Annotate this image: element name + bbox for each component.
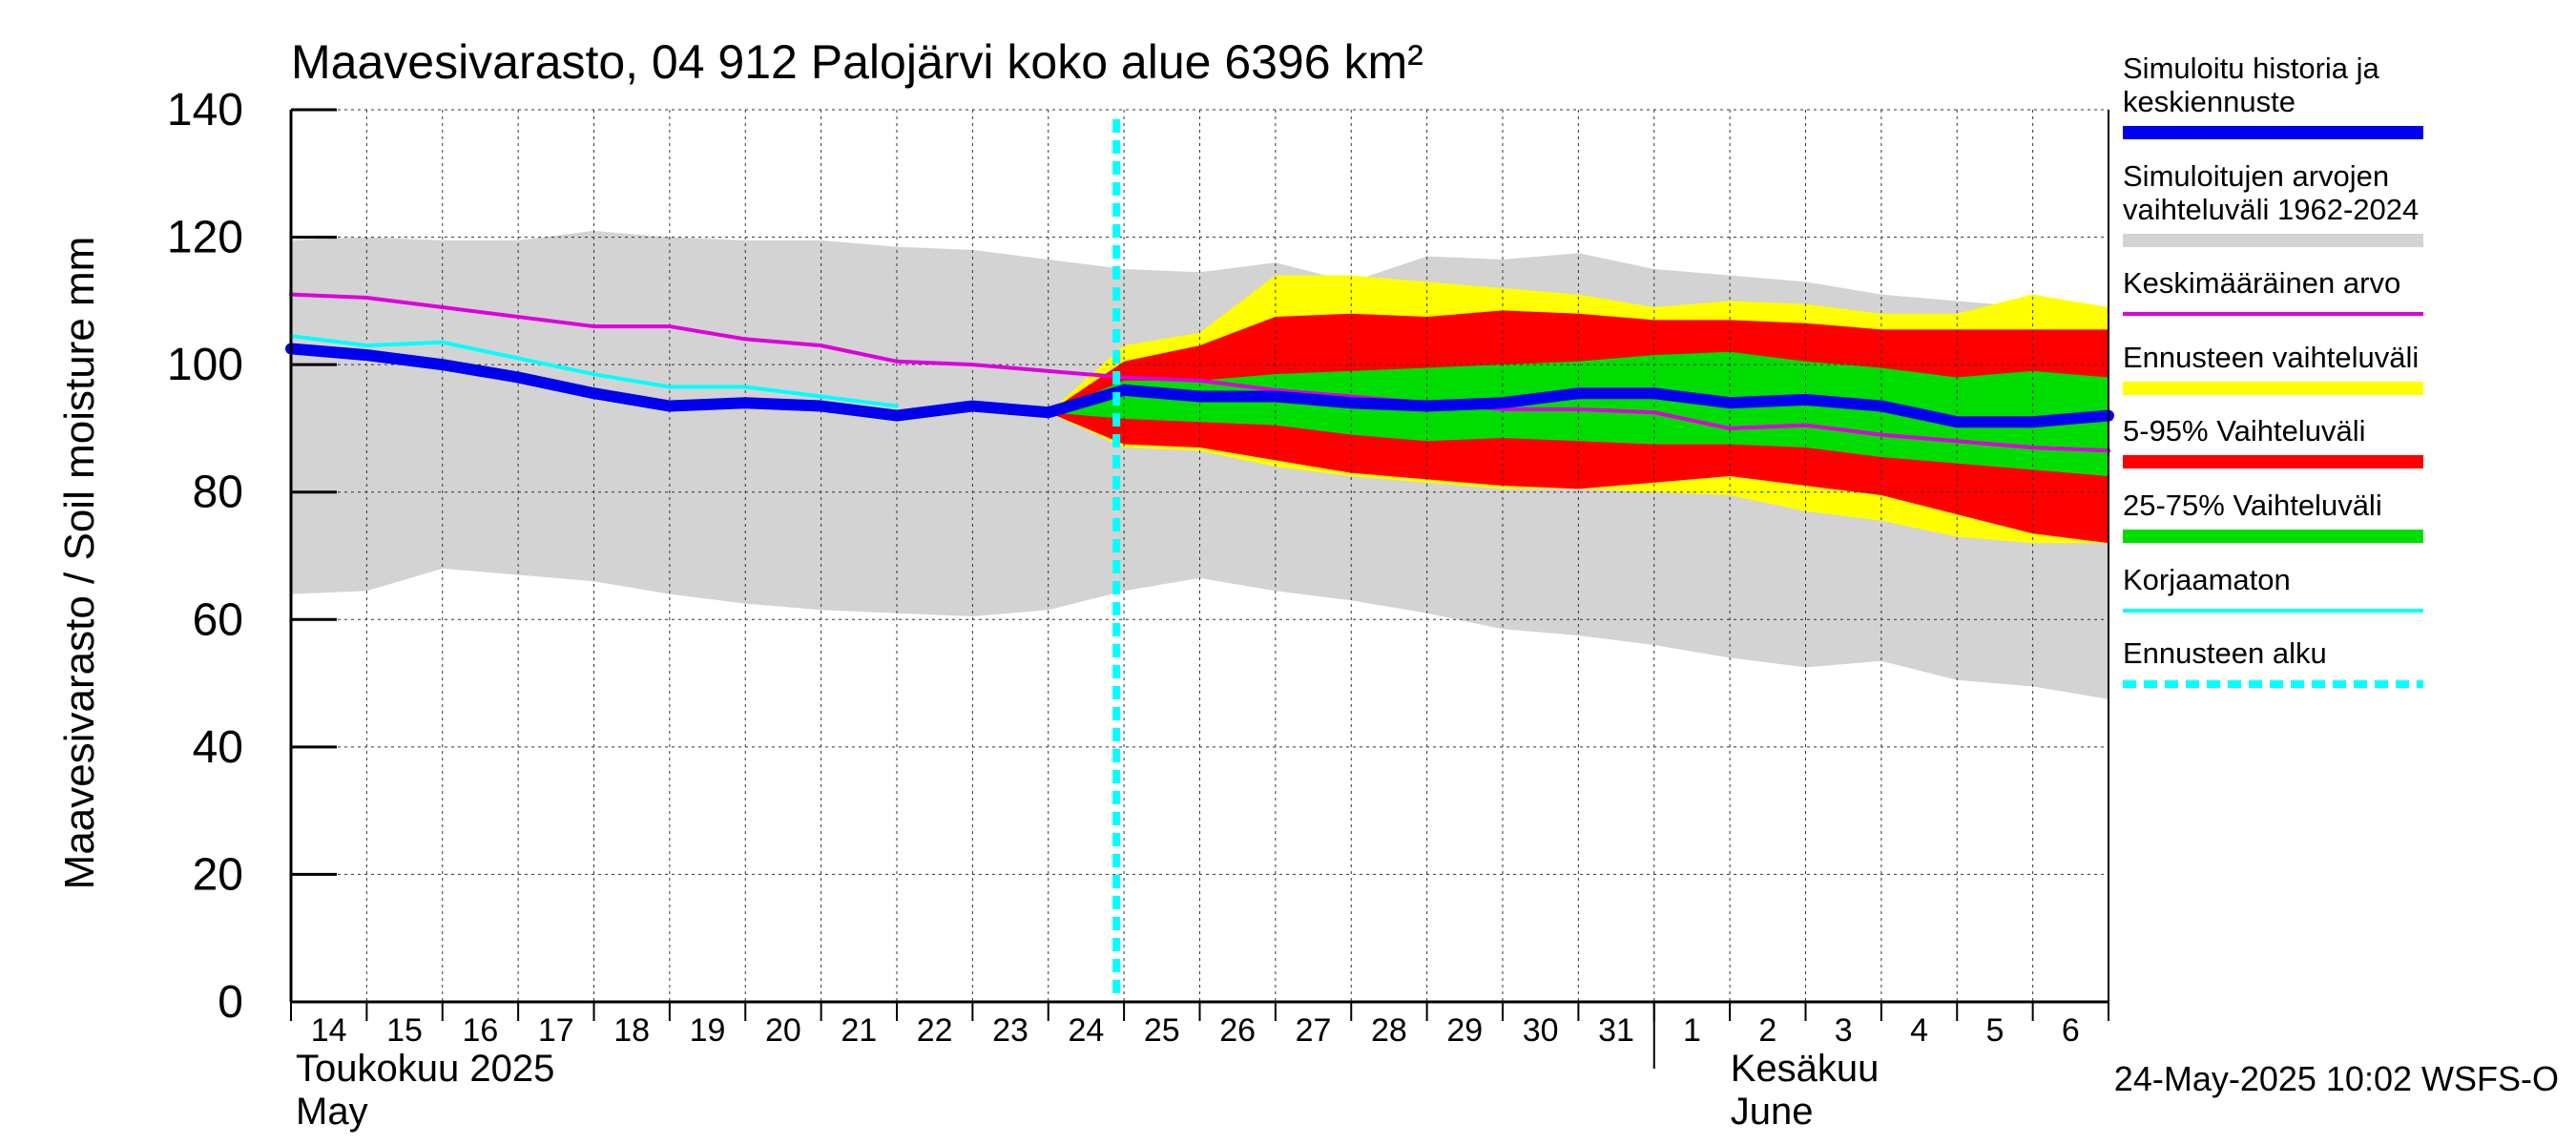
x-tick-label: 27 xyxy=(1296,1012,1332,1049)
x-tick-label: 15 xyxy=(386,1012,423,1049)
legend-entry: Keskimääräinen arvo xyxy=(2123,266,2423,316)
x-tick-label: 20 xyxy=(765,1012,801,1049)
legend-entry: 25-75% Vaihteluväli xyxy=(2123,489,2423,543)
x-tick-label: 28 xyxy=(1371,1012,1407,1049)
legend-label: 25-75% Vaihteluväli xyxy=(2123,489,2382,522)
month-label-en: June xyxy=(1731,1091,1814,1133)
series-6-main-line xyxy=(285,343,2114,428)
legend-entry: Korjaamaton xyxy=(2123,563,2423,613)
x-tick-label: 3 xyxy=(1835,1012,1853,1049)
month-label-fi: Toukokuu 2025 xyxy=(296,1048,554,1090)
x-tick-label: 26 xyxy=(1219,1012,1256,1049)
legend-label: vaihteluväli 1962-2024 xyxy=(2123,193,2419,226)
footer-timestamp: 24-May-2025 10:02 WSFS-O xyxy=(2114,1059,2559,1098)
legend-label: 5-95% Vaihteluväli xyxy=(2123,414,2365,448)
y-tick-label: 60 xyxy=(193,594,243,645)
x-tick-label: 16 xyxy=(463,1012,499,1049)
x-tick-label: 4 xyxy=(1910,1012,1928,1049)
y-tick-label: 100 xyxy=(167,340,243,390)
legend-label: Simuloitu historia ja xyxy=(2123,52,2380,85)
y-tick-label: 20 xyxy=(193,849,243,900)
legend-label: Ennusteen alku xyxy=(2123,636,2327,670)
legend-entry: Ennusteen alku xyxy=(2123,636,2423,688)
x-tick-label: 2 xyxy=(1758,1012,1776,1049)
x-tick-label: 30 xyxy=(1523,1012,1559,1049)
x-tick-label: 29 xyxy=(1446,1012,1483,1049)
y-tick-label: 0 xyxy=(218,977,243,1028)
x-tick-label: 21 xyxy=(841,1012,877,1049)
x-tick-label: 22 xyxy=(917,1012,953,1049)
legend-label: Ennusteen vaihteluväli xyxy=(2123,341,2419,374)
series-5-line xyxy=(289,334,899,408)
x-tick-label: 23 xyxy=(992,1012,1028,1049)
chart-title: Maavesivarasto, 04 912 Palojärvi koko al… xyxy=(291,35,1423,89)
series-3-forecast-band xyxy=(1048,351,2109,477)
legend-entry: 5-95% Vaihteluväli xyxy=(2123,414,2423,468)
legend-label: Korjaamaton xyxy=(2123,563,2291,596)
x-tick-label: 31 xyxy=(1598,1012,1634,1049)
month-label-en: May xyxy=(296,1091,368,1133)
x-tick-label: 25 xyxy=(1144,1012,1180,1049)
x-tick-label: 19 xyxy=(690,1012,726,1049)
legend: Simuloitu historia jakeskiennusteSimuloi… xyxy=(2123,52,2423,688)
legend-entry: Ennusteen vaihteluväli xyxy=(2123,341,2423,395)
y-axis-label: Maavesivarasto / Soil moisture mm xyxy=(56,237,103,890)
month-label-fi: Kesäkuu xyxy=(1731,1048,1880,1090)
legend-label: Keskimääräinen arvo xyxy=(2123,266,2400,300)
x-tick-label: 14 xyxy=(311,1012,347,1049)
x-tick-label: 17 xyxy=(538,1012,574,1049)
x-tick-label: 1 xyxy=(1683,1012,1701,1049)
plot-area xyxy=(285,109,2114,1002)
y-tick-label: 40 xyxy=(193,722,243,773)
legend-label: Simuloitujen arvojen xyxy=(2123,159,2389,193)
legend-label: keskiennuste xyxy=(2123,85,2296,118)
y-tick-label: 80 xyxy=(193,468,243,518)
x-tick-label: 18 xyxy=(613,1012,650,1049)
x-tick-label: 24 xyxy=(1069,1012,1105,1049)
x-tick-label: 6 xyxy=(2062,1012,2080,1049)
series-4-line xyxy=(289,292,2110,453)
y-tick-label: 140 xyxy=(167,85,243,135)
x-tick-label: 5 xyxy=(1985,1012,2004,1049)
y-tick-label: 120 xyxy=(167,213,243,263)
